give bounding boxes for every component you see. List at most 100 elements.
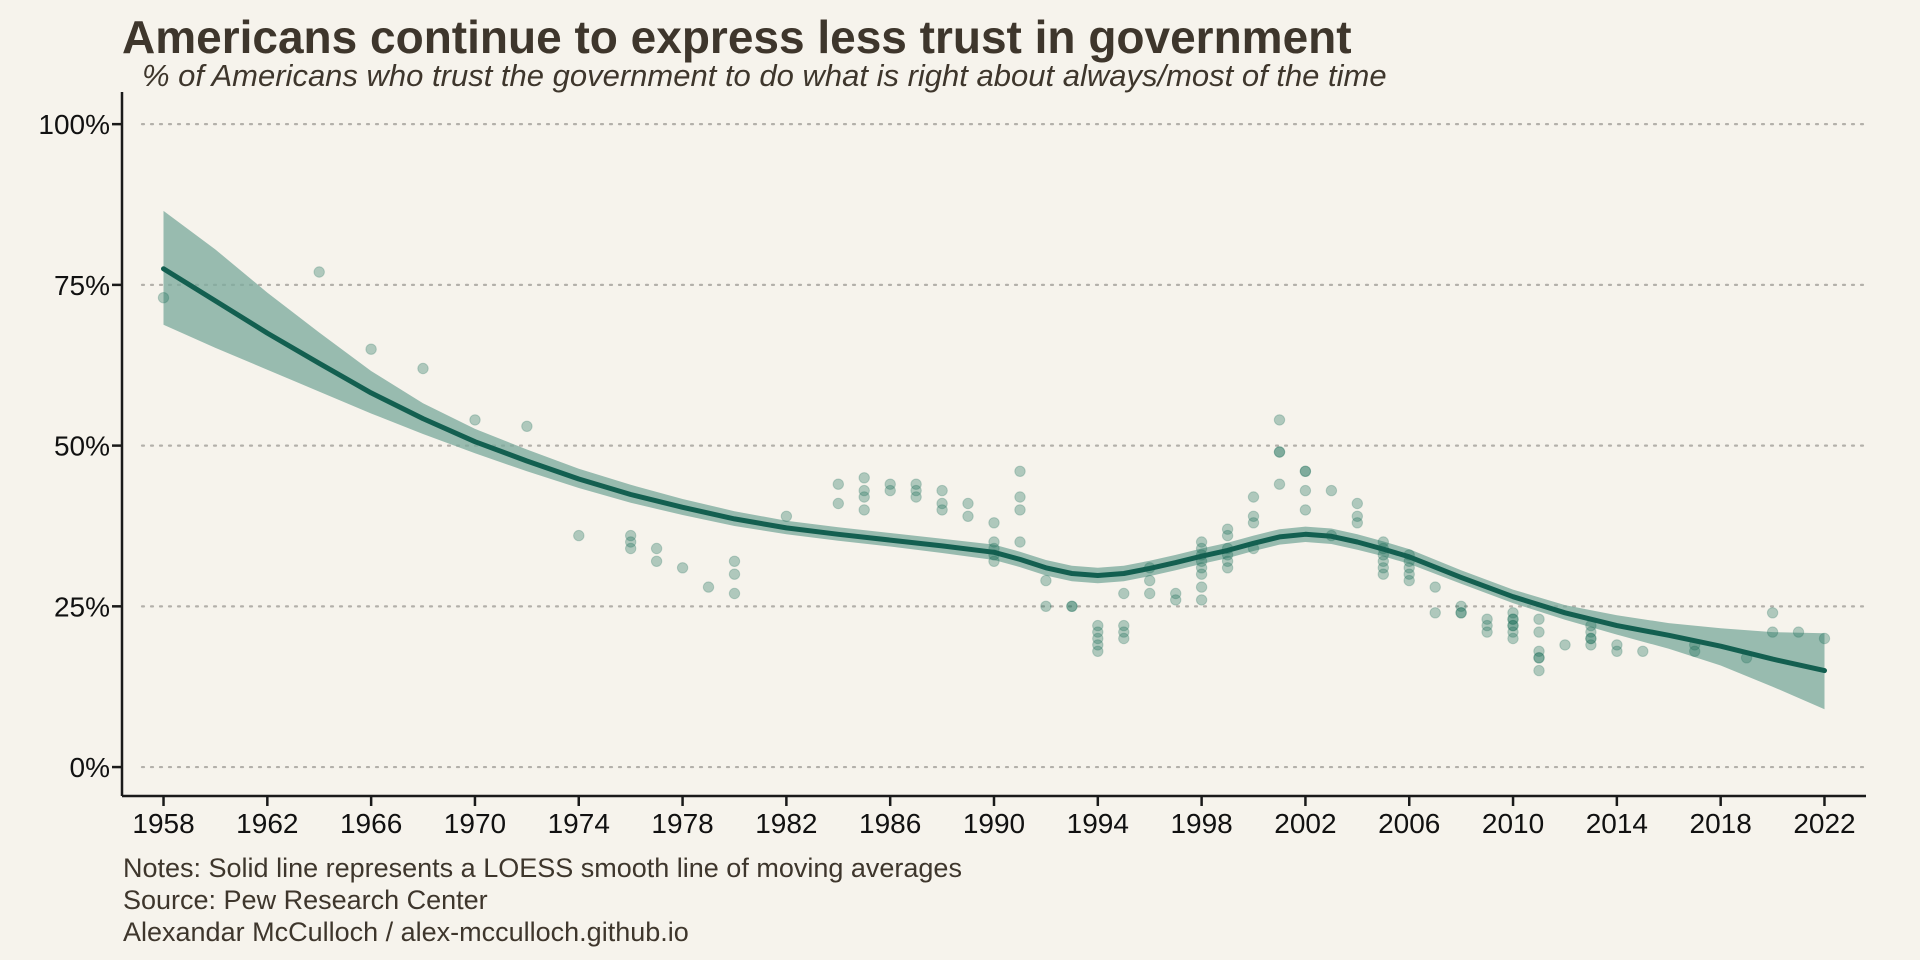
data-point [1455, 600, 1467, 612]
data-point [1429, 581, 1441, 593]
gridlines [140, 123, 1868, 769]
data-point [1325, 484, 1338, 497]
data-point [1507, 619, 1519, 632]
data-point [573, 529, 585, 542]
data-point [1455, 607, 1467, 619]
data-point [1221, 562, 1234, 574]
data-point [884, 478, 896, 490]
data-point [988, 517, 1000, 529]
data-point [1481, 626, 1493, 638]
data-point [1118, 587, 1130, 600]
data-point [728, 587, 741, 600]
data-point [1247, 517, 1260, 529]
data-point [1377, 568, 1390, 580]
data-point [1170, 594, 1182, 606]
notes-text: Notes: Solid line represents a LOESS smo… [123, 853, 962, 883]
data-point [313, 266, 325, 278]
data-point [1533, 613, 1545, 625]
loess-line [161, 266, 1827, 674]
data-point [936, 504, 948, 516]
data-point [988, 536, 1000, 548]
data-point [1611, 639, 1623, 651]
x-tick-label: 2002 [1274, 808, 1336, 839]
y-tick-label: 0% [70, 752, 110, 783]
data-point [650, 542, 663, 555]
data-point [1403, 568, 1415, 580]
data-point [728, 568, 741, 580]
data-point [1014, 465, 1026, 477]
data-point [1273, 414, 1286, 426]
data-point [1299, 465, 1312, 477]
data-point [1092, 619, 1104, 632]
data-point [469, 414, 481, 426]
data-point [858, 491, 870, 503]
data-point [1221, 523, 1234, 535]
confidence-band [163, 210, 1825, 710]
data-point [625, 536, 637, 548]
confidence-band-layer [163, 210, 1825, 710]
data-point [1533, 652, 1545, 664]
data-point [1092, 645, 1104, 657]
data-point [1273, 446, 1286, 458]
data-point [1273, 478, 1286, 490]
data-point [832, 497, 844, 510]
data-point [858, 472, 870, 484]
x-tick-label: 2010 [1482, 808, 1544, 839]
data-point [884, 484, 896, 497]
data-point [625, 529, 637, 542]
y-tick-label: 50% [54, 431, 110, 462]
data-point [1403, 574, 1415, 587]
data-point [1507, 626, 1519, 638]
data-point [910, 478, 922, 490]
axes: 0% 25% 50% 75% 100% 1958 1962 1966 1970 1974 1978 1… [38, 92, 1866, 839]
data-point [1507, 613, 1519, 625]
data-point [962, 510, 974, 522]
x-tick-label: 1962 [236, 808, 298, 839]
x-tick-label: 2014 [1586, 808, 1648, 839]
data-point [1559, 639, 1571, 651]
data-point [417, 362, 429, 375]
data-point [1585, 639, 1597, 651]
x-tick-label: 1986 [859, 808, 921, 839]
data-point [780, 510, 793, 522]
data-point [1118, 626, 1130, 638]
data-point [1766, 626, 1779, 638]
data-point [1351, 510, 1364, 522]
data-point [1118, 632, 1130, 645]
data-point [1507, 607, 1519, 619]
data-point [728, 555, 741, 567]
data-point [1221, 555, 1234, 567]
data-point [936, 497, 948, 510]
x-tick-label: 1966 [340, 808, 402, 839]
data-point [1403, 562, 1415, 574]
y-tick-label: 100% [38, 109, 110, 140]
x-tick-label: 2006 [1378, 808, 1440, 839]
data-point [1429, 607, 1441, 619]
data-point [1195, 542, 1208, 555]
data-point [1066, 600, 1078, 612]
data-point [1247, 510, 1260, 522]
x-tick-label: 1970 [444, 808, 506, 839]
data-point [1351, 497, 1364, 510]
data-point [1481, 619, 1493, 632]
data-point [1507, 613, 1519, 625]
data-point [365, 343, 377, 355]
x-tick-label: 1998 [1170, 808, 1232, 839]
x-tick-label: 1958 [132, 808, 194, 839]
data-point [858, 484, 870, 497]
data-point [1455, 607, 1467, 619]
data-point [1221, 529, 1234, 542]
data-point [702, 581, 715, 593]
data-point [1585, 626, 1597, 638]
data-point [962, 497, 974, 510]
data-point [1481, 613, 1493, 625]
data-point [1066, 600, 1078, 612]
x-tick-label: 1974 [548, 808, 610, 839]
x-tick-label: 2022 [1793, 808, 1855, 839]
data-point [1585, 632, 1597, 645]
data-point [1014, 491, 1026, 503]
loess-line-layer [161, 266, 1827, 674]
data-point [1092, 626, 1104, 638]
data-point [1195, 562, 1208, 574]
data-point [1144, 587, 1156, 600]
